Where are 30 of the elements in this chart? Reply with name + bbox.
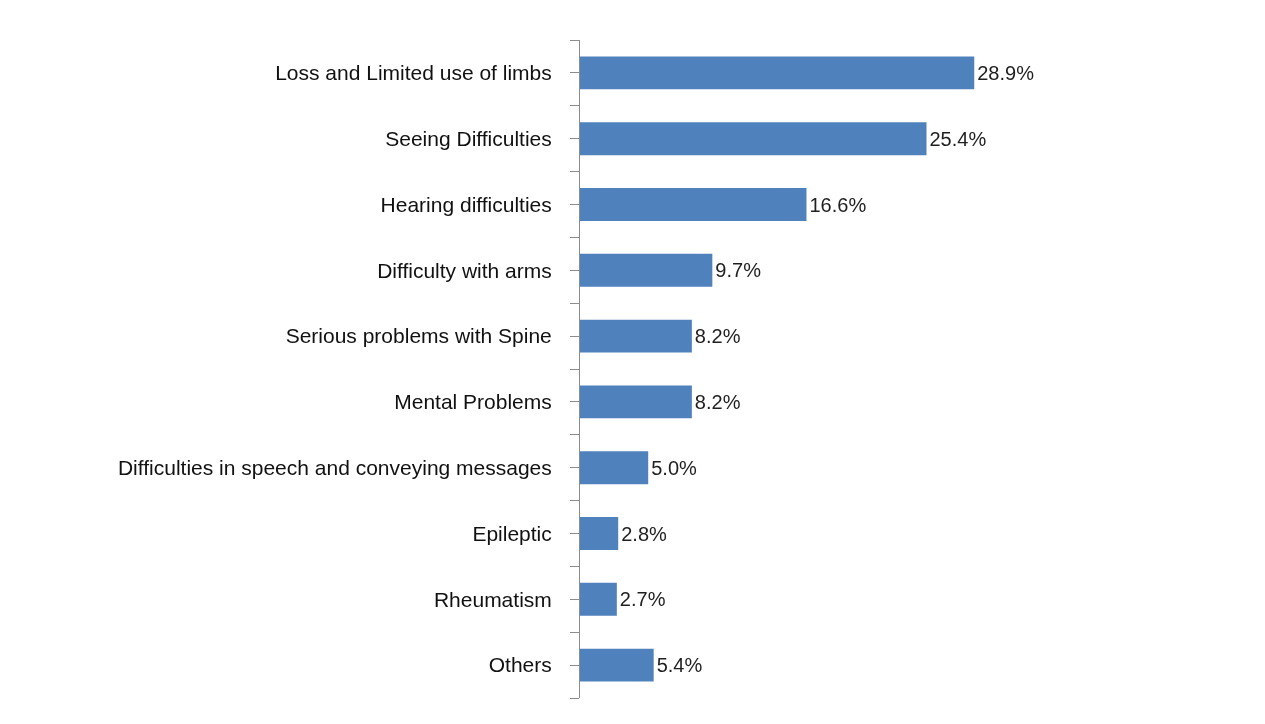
y-tick-label: Serious problems with Spine	[285, 324, 552, 348]
y-tick-label: Epileptic	[472, 521, 552, 545]
y-tick-label: Difficulties in speech and conveying messages	[117, 456, 552, 480]
bar	[580, 517, 619, 550]
bar	[580, 56, 975, 90]
data-label: 2.7%	[619, 588, 666, 611]
bar	[580, 385, 692, 419]
bar	[580, 122, 927, 156]
y-tick-label: Hearing difficulties	[380, 192, 552, 216]
y-tick-label: Loss and Limited use of limbs	[275, 61, 552, 85]
data-label: 2.8%	[621, 522, 667, 545]
y-tick-label: Others	[488, 653, 552, 677]
data-label: 25.4%	[929, 127, 987, 150]
data-label: 8.2%	[694, 325, 741, 348]
bar	[580, 188, 807, 221]
data-label: 8.2%	[694, 390, 741, 413]
y-tick-label: Seeing Difficulties	[385, 127, 552, 151]
y-tick-label: Difficulty with arms	[377, 258, 552, 282]
data-label: 16.6%	[809, 193, 867, 216]
y-tick-label: Rheumatism	[433, 587, 552, 611]
data-label: 5.0%	[651, 456, 698, 479]
y-tick-label: Mental Problems	[394, 390, 552, 414]
data-label: 5.4%	[656, 654, 703, 677]
data-label: 28.9%	[977, 61, 1035, 84]
bar	[580, 319, 692, 353]
data-label: 9.7%	[715, 259, 762, 282]
bar	[580, 451, 649, 485]
bar	[580, 253, 713, 287]
bar	[580, 582, 617, 616]
bar	[580, 648, 654, 682]
